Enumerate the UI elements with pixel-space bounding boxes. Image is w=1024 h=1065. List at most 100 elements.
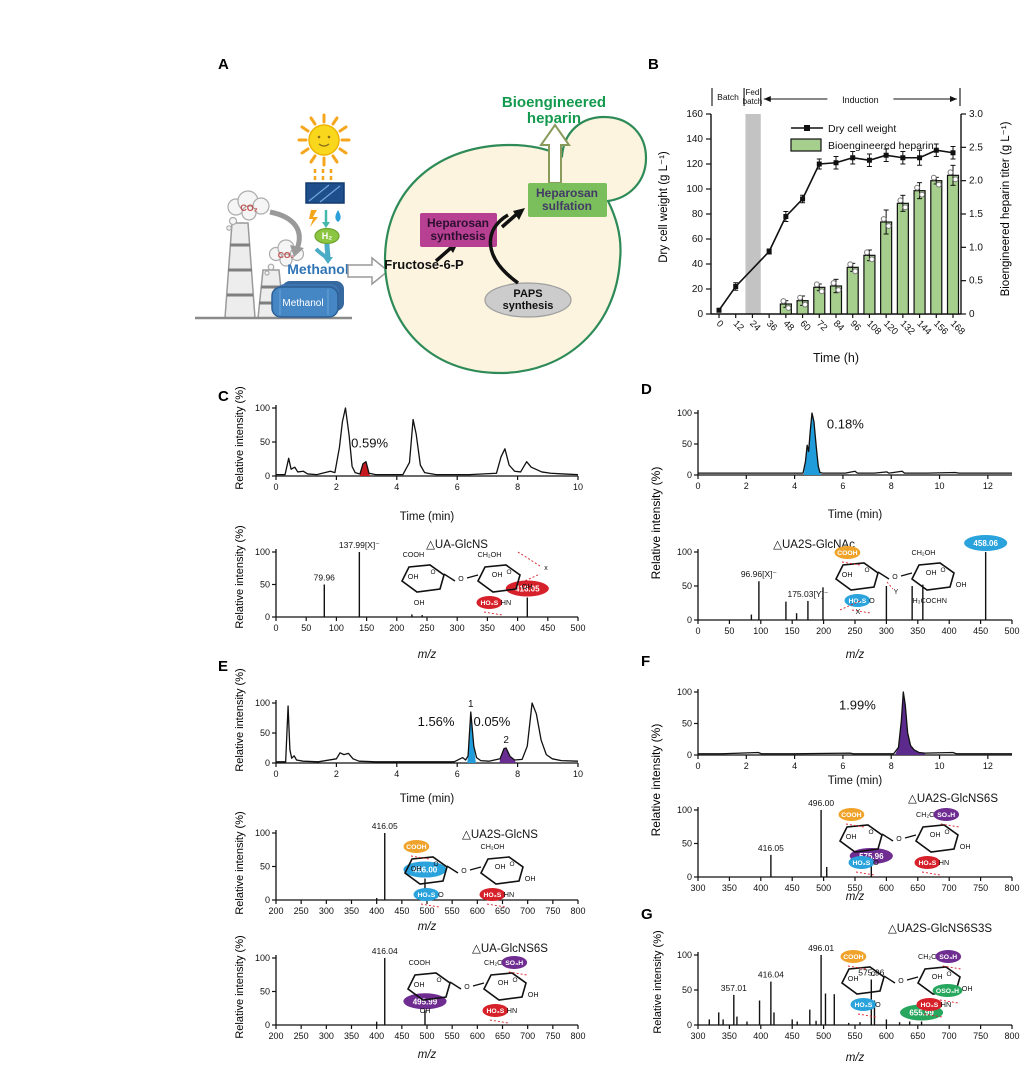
svg-text:450: 450: [785, 883, 800, 893]
svg-text:O: O: [436, 977, 441, 984]
svg-text:600: 600: [879, 1031, 894, 1041]
svg-text:350: 350: [480, 623, 495, 633]
svg-text:700: 700: [520, 1031, 535, 1041]
svg-text:HO₃S: HO₃S: [483, 892, 501, 899]
svg-text:HN: HN: [504, 890, 514, 899]
svg-text:416.05: 416.05: [758, 843, 784, 853]
svg-text:550: 550: [847, 1031, 862, 1041]
paps-label: PAPS: [513, 288, 542, 300]
svg-text:132: 132: [898, 318, 917, 337]
svg-text:OH: OH: [420, 1006, 431, 1015]
svg-text:500: 500: [816, 1031, 831, 1041]
svg-text:OH: OH: [930, 830, 941, 839]
svg-text:2: 2: [744, 481, 749, 491]
svg-text:O: O: [509, 861, 514, 868]
svg-text:120: 120: [686, 159, 703, 170]
svg-text:4: 4: [394, 769, 399, 779]
svg-text:0: 0: [687, 615, 692, 625]
svg-text:550: 550: [445, 906, 460, 916]
svg-text:300: 300: [690, 1031, 705, 1041]
svg-text:700: 700: [942, 1031, 957, 1041]
svg-text:4: 4: [394, 482, 399, 492]
svg-text:156: 156: [931, 318, 950, 337]
svg-text:COOH: COOH: [837, 550, 857, 557]
svg-text:3.0: 3.0: [969, 109, 983, 120]
svg-text:HN: HN: [501, 598, 511, 607]
svg-text:100: 100: [255, 828, 270, 838]
panel-g-spectrum: 0 50 100 300 350 400 450 500 550 600 650 700 750 800 m…: [677, 923, 1020, 1064]
svg-text:O: O: [870, 971, 875, 978]
svg-text:36: 36: [764, 318, 779, 333]
svg-text:O: O: [864, 567, 869, 574]
svg-text:0: 0: [265, 895, 270, 905]
svg-text:600: 600: [470, 906, 485, 916]
e-chrom-ylabel: Relative intensity (%): [234, 668, 246, 772]
svg-text:137.99[X]⁻: 137.99[X]⁻: [339, 540, 380, 550]
svg-text:12: 12: [983, 481, 993, 491]
svg-text:2.0: 2.0: [969, 176, 983, 187]
svg-text:O: O: [898, 978, 904, 985]
svg-text:COOH: COOH: [409, 958, 431, 967]
svg-text:458.06: 458.06: [973, 539, 998, 548]
water-drop-icon: [335, 210, 341, 222]
svg-text:50: 50: [682, 439, 692, 449]
svg-text:600: 600: [470, 1031, 485, 1041]
svg-text:160: 160: [686, 109, 703, 120]
svg-text:800: 800: [570, 1031, 585, 1041]
heparosan-synthesis-box: Heparosan synthesis: [420, 213, 497, 247]
svg-text:O: O: [464, 984, 470, 991]
sulfation-label: sulfation: [542, 199, 592, 213]
svg-text:20: 20: [692, 284, 704, 295]
panel-e-spectrum-1: 0 50 100 200 250 300 350 400 450 500 550 600 650 700 7…: [255, 821, 586, 933]
synthesis-label: Heparosan: [427, 216, 489, 230]
svg-text:400: 400: [942, 626, 957, 636]
svg-text:100: 100: [329, 623, 344, 633]
svg-text:2: 2: [334, 769, 339, 779]
svg-text:550: 550: [847, 883, 862, 893]
svg-text:12: 12: [983, 761, 993, 771]
svg-text:OH: OH: [846, 832, 857, 841]
svg-text:250: 250: [419, 623, 434, 633]
svg-text:Time (min): Time (min): [400, 793, 455, 805]
svg-text:OH: OH: [492, 570, 503, 579]
svg-text:COOH: COOH: [841, 812, 861, 819]
svg-text:750: 750: [973, 1031, 988, 1041]
g-ylabel: Relative intensity (%): [652, 930, 664, 1034]
svg-text:m/z: m/z: [418, 649, 437, 661]
svg-text:300: 300: [319, 906, 334, 916]
svg-text:450: 450: [973, 626, 988, 636]
svg-text:OH: OH: [414, 598, 425, 607]
svg-text:x: x: [544, 565, 548, 572]
svg-text:CH₂O: CH₂O: [484, 958, 503, 967]
svg-text:△UA2S-GlcNS6S: △UA2S-GlcNS6S: [908, 793, 998, 805]
svg-text:6: 6: [840, 761, 845, 771]
panel-label-d: D: [641, 381, 652, 398]
svg-text:m/z: m/z: [846, 891, 865, 903]
svg-text:650: 650: [910, 1031, 925, 1041]
svg-text:OH: OH: [408, 572, 419, 581]
svg-text:OH: OH: [962, 984, 973, 993]
c-ms-ylabel: Relative intensity (%): [234, 525, 246, 629]
svg-text:500: 500: [419, 1031, 434, 1041]
paps-label: synthesis: [503, 300, 554, 312]
panel-f-chromatogram: 0 50 100 0 2 4 6 8 10 12 Time (min) 1.99%: [677, 687, 1012, 787]
panel-label-f: F: [641, 653, 651, 670]
svg-text:OH: OH: [522, 582, 533, 591]
svg-text:50: 50: [682, 719, 692, 729]
svg-text:O: O: [944, 829, 949, 836]
svg-text:400: 400: [369, 1031, 384, 1041]
svg-text:m/z: m/z: [846, 1052, 865, 1064]
paps-arrow-icon: [488, 208, 525, 285]
svg-text:416.04: 416.04: [372, 946, 398, 956]
svg-text:416.05: 416.05: [515, 585, 540, 594]
sun-rays-icon: [313, 169, 333, 181]
svg-text:250: 250: [847, 626, 862, 636]
svg-text:100: 100: [677, 547, 692, 557]
svg-text:HO₃S: HO₃S: [848, 598, 866, 605]
svg-text:496.00: 496.00: [413, 866, 438, 875]
svg-text:1.99%: 1.99%: [839, 698, 876, 713]
co2-cloud: [226, 190, 270, 231]
svg-text:250: 250: [294, 1031, 309, 1041]
svg-text:OH: OH: [960, 842, 971, 851]
svg-text:2: 2: [744, 761, 749, 771]
